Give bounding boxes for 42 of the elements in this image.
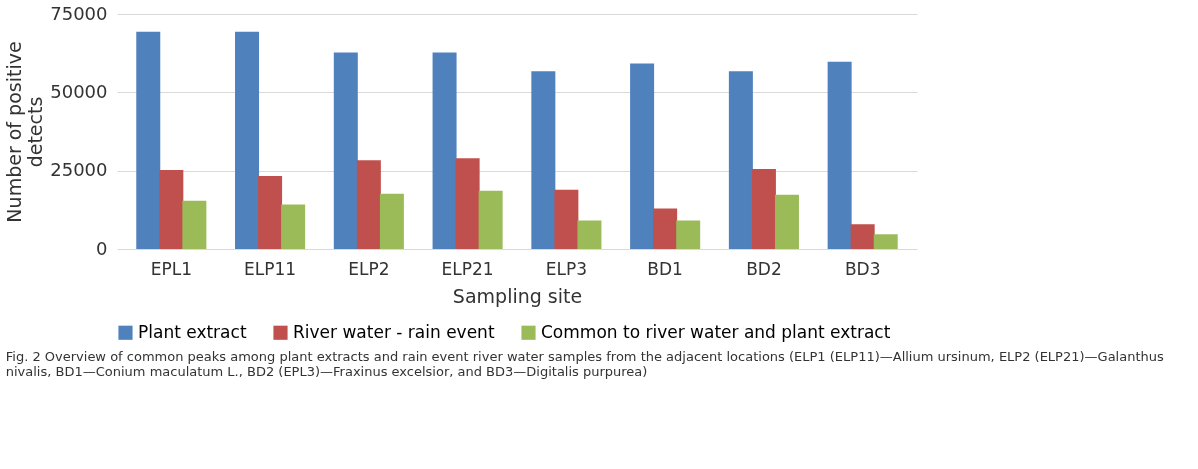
x-tick-label: ELP3	[545, 258, 588, 279]
bar	[235, 31, 260, 249]
bar	[281, 204, 306, 249]
bar	[356, 160, 381, 249]
x-tick-label: ELP2	[348, 258, 390, 279]
bar	[850, 224, 875, 249]
bar	[577, 220, 602, 249]
bar	[258, 175, 283, 249]
y-tick-label: 0	[96, 237, 108, 259]
bar	[630, 63, 655, 249]
bar	[136, 31, 161, 249]
bar	[333, 52, 358, 249]
bar	[774, 194, 799, 249]
bar	[379, 193, 404, 249]
bar	[432, 52, 457, 249]
x-tick-label: BD2	[746, 258, 782, 279]
bar	[751, 169, 776, 249]
legend-label: Common to river water and plant extract	[541, 321, 891, 342]
caption: Fig. 2 Overview of common peaks among plant extracts and rain event river water samples from the adjacent locations (ELP1 (ELP11)—Allium ursinum, ELP2 (ELP21)—Galanthus nivalis, BD1—Conium maculatum L., BD2 (EPL3)—Fraxinus excelsior, and BD3—Digitalis purpurea)	[5, 349, 1164, 379]
bar	[159, 170, 184, 249]
x-tick-label: BD1	[647, 258, 683, 279]
bar	[653, 208, 678, 249]
legend-label: Plant extract	[138, 321, 247, 342]
bar	[676, 220, 701, 249]
bar	[728, 71, 753, 249]
bar	[478, 190, 503, 249]
x-axis-title: Sampling site	[452, 284, 583, 307]
y-tick-label: 75000	[50, 2, 108, 24]
x-tick-label: BD3	[844, 258, 881, 279]
y-axis-title: Number of positive detects	[3, 41, 47, 223]
bar	[554, 189, 579, 249]
bar	[827, 61, 852, 249]
x-tick-label: ELP11	[244, 258, 297, 279]
y-tick-label: 50000	[50, 80, 108, 102]
bar	[873, 234, 898, 249]
bar	[455, 158, 480, 249]
bar	[531, 71, 556, 249]
y-tick-label: 25000	[50, 159, 108, 181]
bar	[182, 200, 207, 249]
x-tick-label: ELP21	[441, 258, 494, 279]
legend-label: River water - rain event	[293, 321, 495, 342]
x-tick-label: EPL1	[150, 258, 192, 279]
